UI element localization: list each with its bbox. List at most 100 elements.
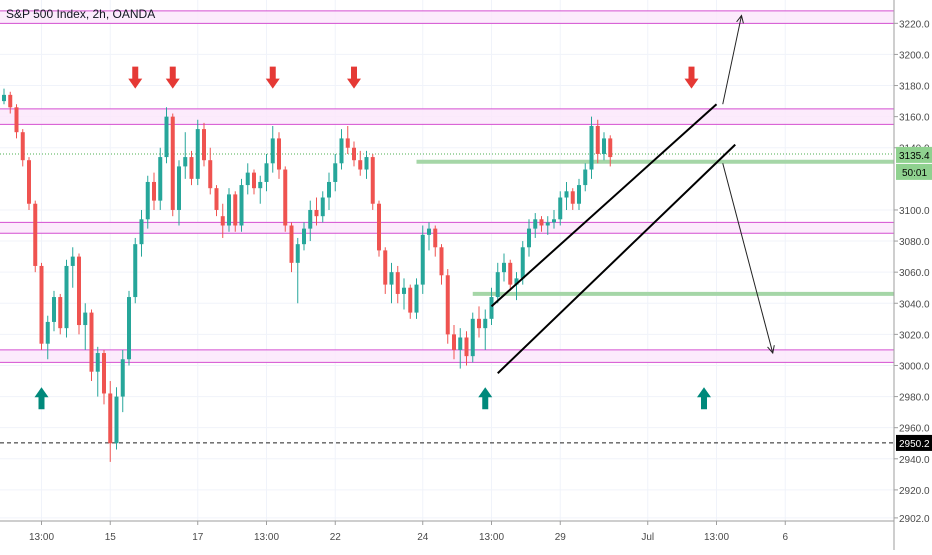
y-tick-label: 3160.0: [899, 113, 930, 124]
candle-body: [533, 219, 538, 229]
buy-signal-arrow: [697, 387, 711, 410]
candle-body: [264, 163, 269, 182]
candle-body: [439, 247, 444, 276]
current-price-tag: [896, 146, 932, 163]
horizontal-levels: [0, 153, 894, 444]
forecast-arrow-line: [722, 163, 774, 354]
candle-body: [320, 197, 325, 217]
candle-body: [333, 163, 338, 182]
candle-body: [608, 138, 613, 158]
symbol-title: S&P 500 Index, 2h, OANDA: [6, 7, 155, 21]
candle-body: [8, 94, 13, 108]
candle-body: [177, 166, 181, 210]
x-tick-label: 6: [782, 532, 788, 543]
candle-body: [70, 256, 75, 266]
zone-fill: [0, 222, 894, 234]
low-price-label: 2950.2: [899, 439, 930, 450]
candle-body: [345, 138, 350, 148]
candle-body: [33, 203, 38, 266]
candle-body: [52, 297, 56, 322]
candle-body: [570, 191, 575, 204]
candle-body: [383, 250, 388, 285]
candle-body: [114, 396, 119, 444]
x-tick-label: Jul: [641, 532, 654, 543]
candle-body: [133, 244, 138, 298]
candle-body: [108, 393, 113, 444]
x-tick-label: 24: [417, 532, 429, 543]
y-tick-label: 3000.0: [899, 361, 930, 372]
candle-body: [308, 209, 313, 229]
sell-signal-arrow: [128, 66, 143, 89]
drawings: [490, 14, 775, 374]
x-tick-label: 13:00: [29, 532, 54, 543]
candle-body: [208, 160, 213, 189]
candle-body: [364, 157, 369, 170]
candle-body: [95, 353, 100, 372]
candle-body: [327, 181, 331, 198]
candle-body: [495, 272, 500, 298]
candle-body: [539, 219, 544, 226]
candle-body: [477, 318, 481, 329]
candle-body: [602, 138, 606, 154]
candle-body: [45, 321, 50, 344]
candle-body: [577, 185, 581, 204]
candle-body: [245, 172, 250, 186]
candle-body: [58, 297, 63, 329]
candle-body: [302, 228, 306, 245]
candle-body: [170, 116, 175, 210]
y-tick-label: 2960.0: [899, 424, 930, 435]
candle-body: [314, 209, 319, 217]
low-price-tag: [896, 434, 932, 451]
y-tick-label: 3080.0: [899, 237, 930, 248]
x-tick-label: 22: [330, 532, 342, 543]
candle-body: [102, 353, 106, 394]
candle-body: [395, 272, 400, 294]
candle-body: [508, 262, 513, 285]
candle-body: [227, 194, 231, 226]
zone-fill: [0, 349, 894, 363]
channel-line: [497, 143, 736, 374]
sell-signal-arrow: [347, 66, 361, 89]
candle-body: [420, 234, 425, 285]
candle-body: [352, 147, 356, 161]
candle-body: [20, 132, 25, 161]
candle-body: [2, 94, 6, 102]
candle-body: [589, 125, 594, 170]
candle-body: [239, 185, 244, 226]
x-tick-label: 29: [555, 532, 567, 543]
candle-body: [552, 219, 556, 223]
candle-body: [27, 160, 31, 204]
countdown-label: 50:01: [902, 168, 927, 179]
candle-body: [152, 181, 156, 201]
candle-body: [270, 138, 275, 164]
candle-body: [470, 318, 475, 357]
candle-body: [408, 287, 413, 313]
y-tick-label: 3040.0: [899, 299, 930, 310]
y-tick-label: 3060.0: [899, 268, 930, 279]
buy-signal-arrow: [478, 387, 493, 410]
candle-body: [377, 203, 381, 251]
candle-body: [258, 181, 263, 189]
candle-body: [183, 157, 188, 167]
candle-body: [89, 312, 94, 372]
candle-body: [139, 219, 144, 245]
y-tick-label: 3100.0: [899, 206, 930, 217]
candles: [2, 88, 613, 462]
candle-body: [295, 244, 300, 263]
sell-signal-arrow: [165, 66, 180, 89]
x-tick-label: 17: [192, 532, 204, 543]
candle-body: [483, 318, 488, 329]
candle-body: [527, 228, 531, 248]
candle-body: [145, 181, 150, 220]
forecast-arrow-head: [767, 345, 775, 355]
y-tick-label: 2940.0: [899, 455, 930, 466]
candle-body: [195, 129, 200, 179]
candle-body: [458, 337, 463, 350]
time-axis[interactable]: 13:00 15 17 13:00 22 24 13:00 29 Jul 13:00 6: [29, 521, 788, 543]
zone-fill: [0, 108, 894, 125]
candle-body: [464, 337, 469, 357]
forecast-arrow-head: [736, 14, 744, 24]
candle-body: [489, 297, 494, 319]
